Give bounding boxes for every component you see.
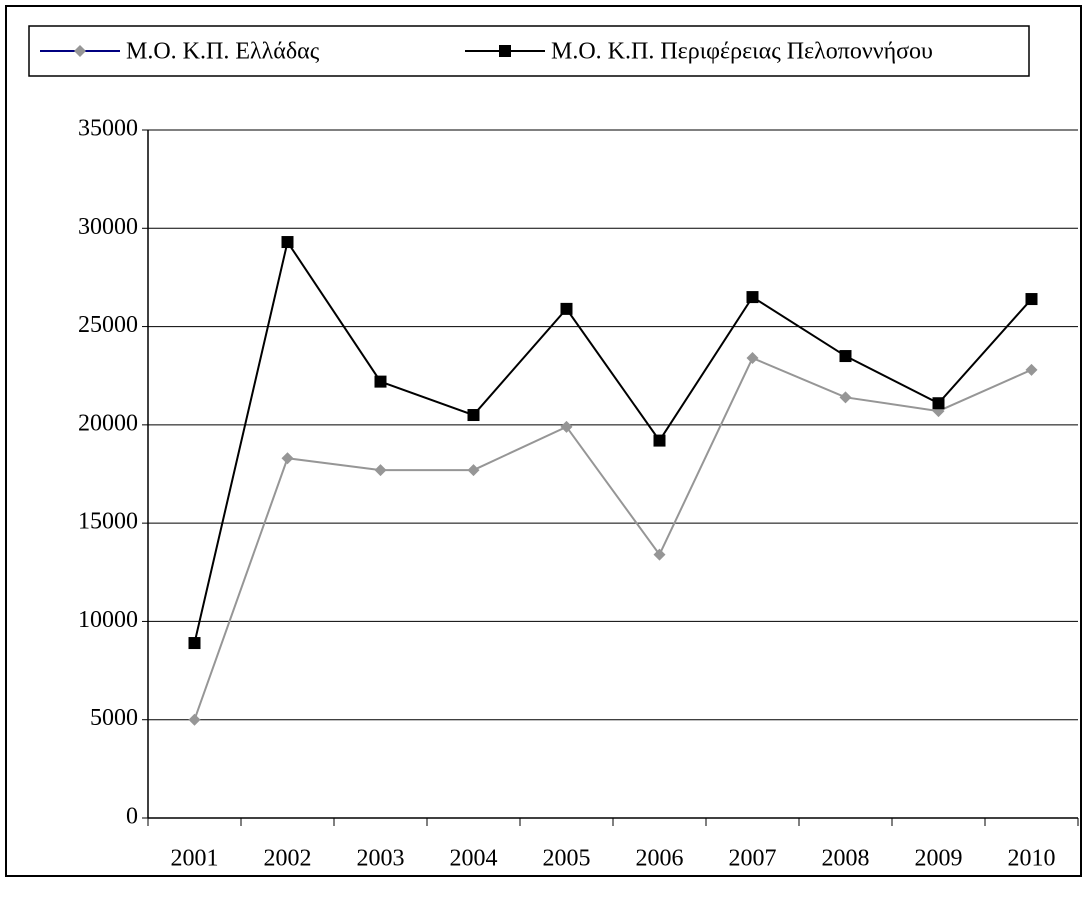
x-tick-label: 2004 (450, 846, 498, 872)
y-tick-label: 5000 (90, 705, 138, 731)
marker (560, 302, 573, 315)
marker (1025, 363, 1038, 376)
series-line (193, 356, 1032, 721)
marker (653, 434, 666, 447)
x-tick-label: 2001 (171, 846, 219, 872)
y-tick-label: 35000 (78, 116, 138, 142)
y-tick-label: 15000 (78, 509, 138, 535)
y-tick-label: 20000 (78, 410, 138, 436)
chart-border (5, 5, 1082, 877)
marker (374, 464, 387, 477)
marker (1025, 293, 1038, 306)
marker (839, 391, 852, 404)
x-tick-label: 2002 (264, 846, 312, 872)
y-tick-label: 25000 (78, 312, 138, 338)
marker (560, 420, 573, 433)
y-tick-label: 0 (126, 804, 138, 830)
marker (467, 464, 480, 477)
x-tick-label: 2005 (543, 846, 591, 872)
legend-label: Μ.Ο. Κ.Π. Ελλάδας (126, 39, 320, 65)
y-tick-label: 30000 (78, 214, 138, 240)
x-tick-label: 2003 (357, 846, 405, 872)
x-tick-label: 2010 (1008, 846, 1056, 872)
marker (467, 409, 480, 422)
legend-marker (499, 45, 511, 57)
legend-label: Μ.Ο. Κ.Π. Περιφέρειας Πελοποννήσου (551, 39, 933, 65)
x-tick-label: 2008 (822, 846, 870, 872)
legend-box (28, 25, 1030, 77)
marker (839, 350, 852, 363)
marker (746, 291, 759, 304)
x-tick-label: 2007 (729, 846, 777, 872)
marker (281, 236, 294, 249)
marker (281, 452, 294, 465)
marker (188, 637, 201, 650)
series-line (193, 239, 1033, 644)
marker (188, 713, 201, 726)
marker (653, 548, 666, 561)
x-tick-label: 2006 (636, 846, 684, 872)
marker (374, 375, 387, 388)
marker (932, 397, 945, 410)
marker (746, 352, 759, 365)
legend-marker (74, 45, 86, 57)
x-tick-label: 2009 (915, 846, 963, 872)
y-tick-label: 10000 (78, 607, 138, 633)
